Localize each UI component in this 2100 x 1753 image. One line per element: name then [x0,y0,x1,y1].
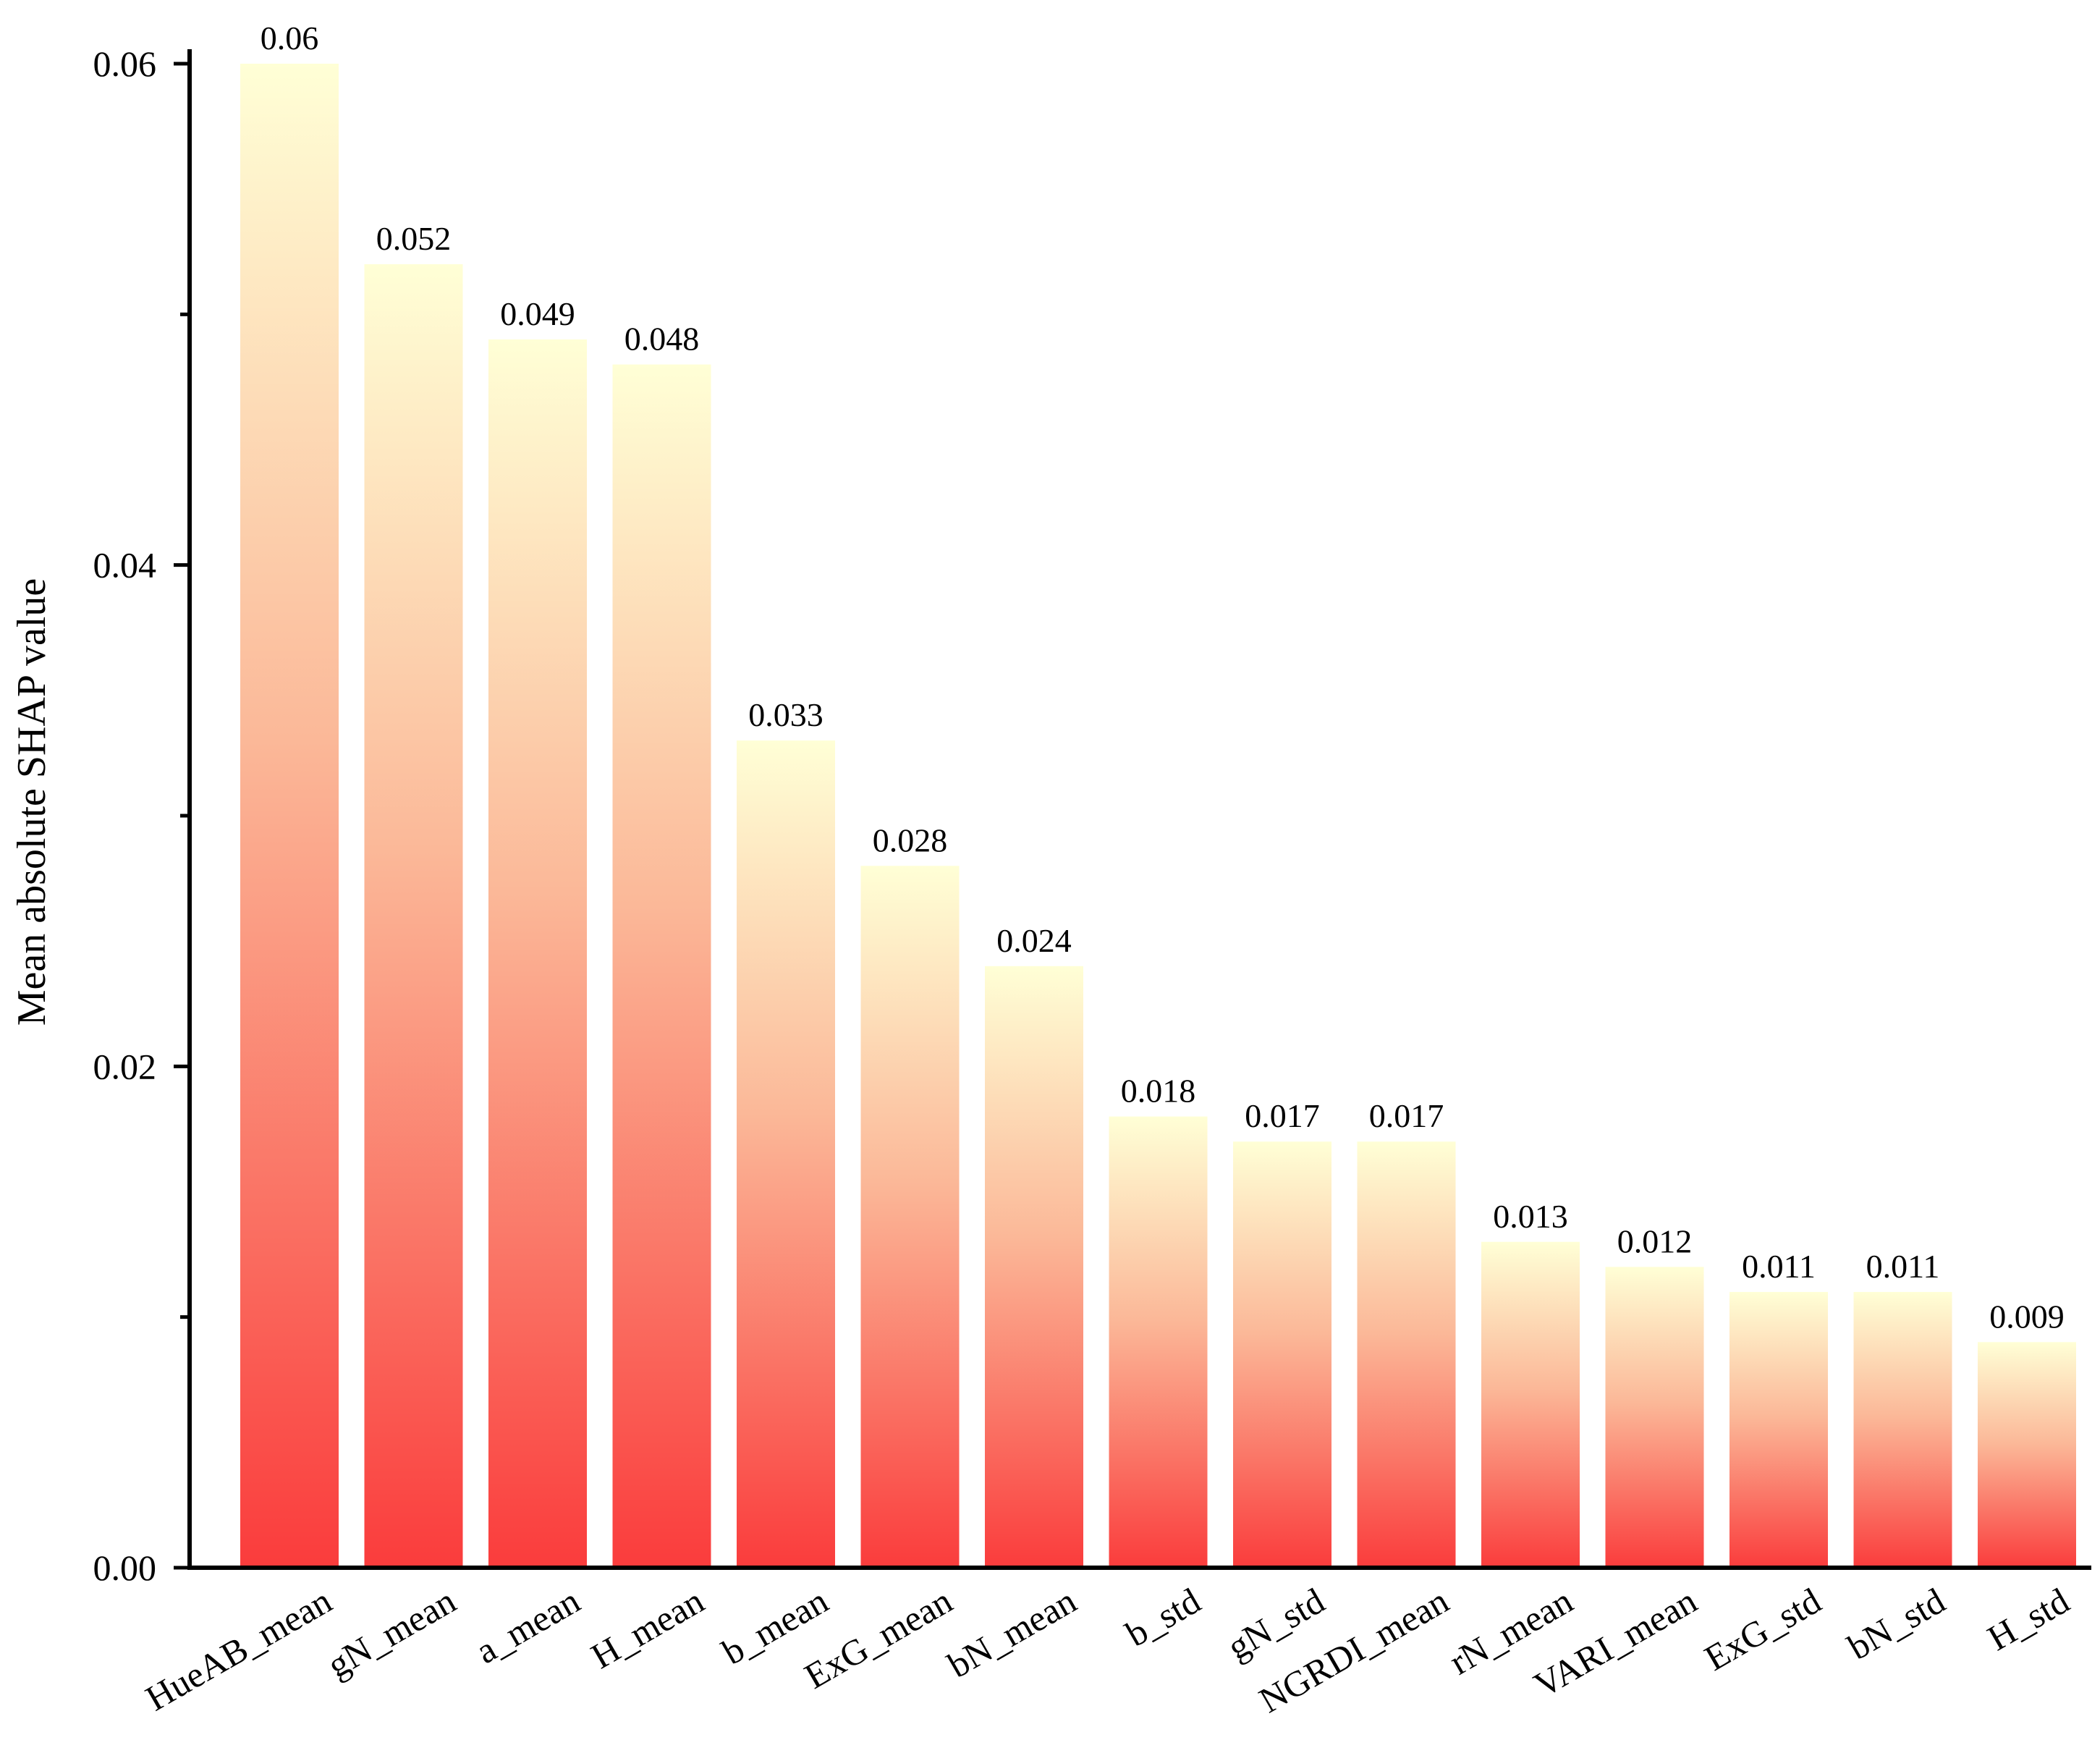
category-label-ExG_std: ExG_std [1698,1580,1828,1678]
bar-rN_mean [1481,1241,1580,1568]
bar-H_mean [612,364,711,1568]
category-label-bN_mean: bN_mean [941,1580,1083,1686]
bar-a_mean [488,339,587,1568]
category-label-HueAB_mean: HueAB_mean [139,1580,339,1719]
category-label-a_mean: a_mean [469,1580,587,1671]
category-label-bN_std: bN_std [1841,1580,1952,1668]
value-label-b_mean: 0.033 [748,696,824,733]
value-label-VARI_mean: 0.012 [1617,1222,1693,1259]
value-label-HueAB_mean: 0.06 [261,20,319,56]
y-tick-label-0.04: 0.04 [93,545,157,586]
bar-b_mean [737,740,835,1568]
bar-bN_mean [985,966,1083,1568]
value-label-ExG_std: 0.011 [1742,1248,1816,1285]
bar-b_std [1109,1116,1208,1568]
value-label-ExG_mean: 0.028 [873,821,948,858]
value-label-gN_std: 0.017 [1245,1097,1320,1134]
bar-VARI_mean [1605,1267,1704,1568]
bar-HueAB_mean [240,64,339,1568]
bar-NGRDI_mean [1357,1141,1456,1568]
value-label-rN_mean: 0.013 [1493,1198,1568,1235]
value-label-NGRDI_mean: 0.017 [1369,1097,1444,1134]
bars-layer [240,64,2076,1568]
bar-ExG_mean [860,866,960,1568]
bar-ExG_std [1729,1292,1828,1568]
axes-layer: 0.00 0.02 0.04 0.06 [93,43,2091,1588]
bar-gN_mean [364,264,463,1568]
value-label-bN_std: 0.011 [1866,1248,1940,1285]
bar-H_std [1978,1342,2076,1568]
category-label-b_std: b_std [1119,1580,1207,1655]
value-label-gN_mean: 0.052 [376,220,452,257]
value-label-a_mean: 0.049 [500,295,575,332]
y-tick-label-0.02: 0.02 [93,1046,157,1086]
bar-gN_std [1233,1141,1331,1568]
value-label-bN_mean: 0.024 [996,922,1072,959]
value-label-H_mean: 0.048 [625,321,700,358]
value-label-H_std: 0.009 [1989,1298,2065,1335]
value-labels-layer: 0.06 0.052 0.049 0.048 0.033 0.028 0.024 0.018 0… [261,20,2065,1335]
y-axis-title: Mean absolute SHAP value [9,578,54,1026]
category-label-H_std: H_std [1981,1580,2075,1658]
y-tick-label-0.00: 0.00 [93,1547,157,1588]
bar-bN_std [1853,1292,1952,1568]
value-label-b_std: 0.018 [1121,1073,1196,1110]
category-label-gN_mean: gN_mean [321,1580,462,1686]
category-label-H_mean: H_mean [584,1580,711,1676]
y-tick-label-0.06: 0.06 [93,43,157,84]
